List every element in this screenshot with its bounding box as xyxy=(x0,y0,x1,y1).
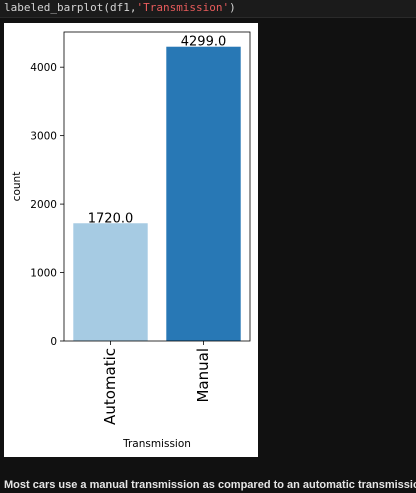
x-tick-label: Automatic xyxy=(101,348,119,425)
y-tick-label: 0 xyxy=(50,336,57,348)
code-string-arg: 'Transmission' xyxy=(136,1,230,14)
y-tick-label: 1000 xyxy=(30,268,57,280)
code-prefix: labeled_barplot(df1, xyxy=(4,1,137,14)
code-suffix: ) xyxy=(229,1,236,14)
plot-frame xyxy=(63,31,251,342)
y-tick-label: 3000 xyxy=(30,131,57,143)
data-label: 1720.0 xyxy=(88,211,134,226)
x-axis-label: Transmission xyxy=(122,438,191,450)
caption-text: Most cars use a manual transmission as c… xyxy=(4,479,416,491)
code-line: labeled_barplot(df1,'Transmission') xyxy=(4,1,236,14)
code-cell[interactable]: labeled_barplot(df1,'Transmission') xyxy=(0,0,416,18)
data-label: 4299.0 xyxy=(181,35,227,50)
bar-automatic xyxy=(73,223,148,341)
y-tick-label: 4000 xyxy=(30,62,57,74)
bar-manual xyxy=(166,46,241,342)
y-axis-label: count xyxy=(11,172,23,202)
y-tick-label: 2000 xyxy=(30,199,57,211)
bar-chart: 1720.0 Automatic 4299.0 Manual 0 1000 2000 3000… xyxy=(11,31,251,450)
x-tick-label: Manual xyxy=(194,348,212,403)
chart-output: 1720.0 Automatic 4299.0 Manual 0 1000 2000 3000… xyxy=(4,23,258,457)
